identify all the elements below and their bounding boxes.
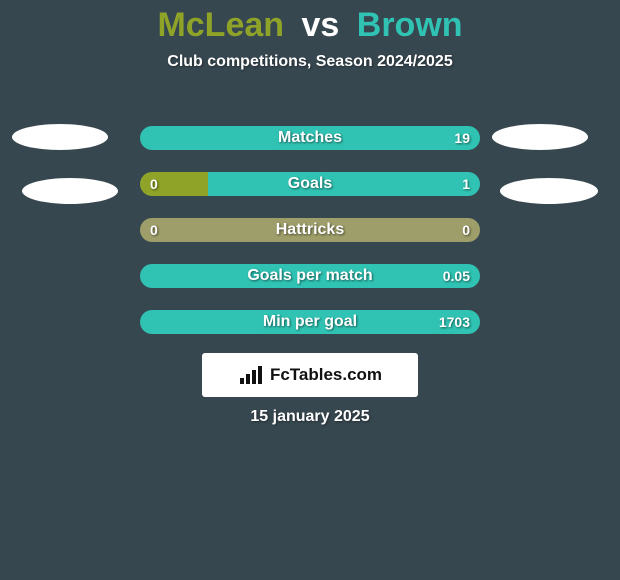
stat-row: Goals per match0.05 (140, 264, 480, 288)
stat-row: Matches19 (140, 126, 480, 150)
stat-label: Goals (140, 172, 480, 196)
comparison-card: McLean vs Brown Club competitions, Seaso… (0, 0, 620, 580)
stat-label: Hattricks (140, 218, 480, 242)
title-player1: McLean (157, 6, 284, 44)
stat-label: Goals per match (140, 264, 480, 288)
date-text: 15 january 2025 (0, 408, 620, 426)
stat-row: Hattricks0 0 (140, 218, 480, 242)
stat-value-right: 1 (452, 172, 480, 196)
stat-value-right: 19 (444, 126, 480, 150)
stat-row: Min per goal1703 (140, 310, 480, 334)
subtitle: Club competitions, Season 2024/2025 (0, 53, 620, 71)
title-vs: vs (301, 6, 339, 44)
avatar-left-1 (12, 124, 108, 150)
bars-icon (238, 364, 266, 386)
stat-value-left: 0 (140, 172, 168, 196)
avatar-right-2 (500, 178, 598, 204)
stat-rows: Matches19Goals01Hattricks00Goals per mat… (140, 126, 480, 356)
stat-value-right: 0.05 (433, 264, 480, 288)
title-player2: Brown (357, 6, 463, 44)
stat-row: Goals0 1 (140, 172, 480, 196)
stat-value-right: 1703 (429, 310, 480, 334)
brand-text: FcTables.com (270, 365, 382, 385)
stat-label: Matches (140, 126, 480, 150)
avatar-right-1 (492, 124, 588, 150)
page-title: McLean vs Brown (0, 0, 620, 45)
avatar-left-2 (22, 178, 118, 204)
stat-value-left: 0 (140, 218, 168, 242)
brand-badge[interactable]: FcTables.com (202, 353, 418, 397)
stat-value-right: 0 (452, 218, 480, 242)
